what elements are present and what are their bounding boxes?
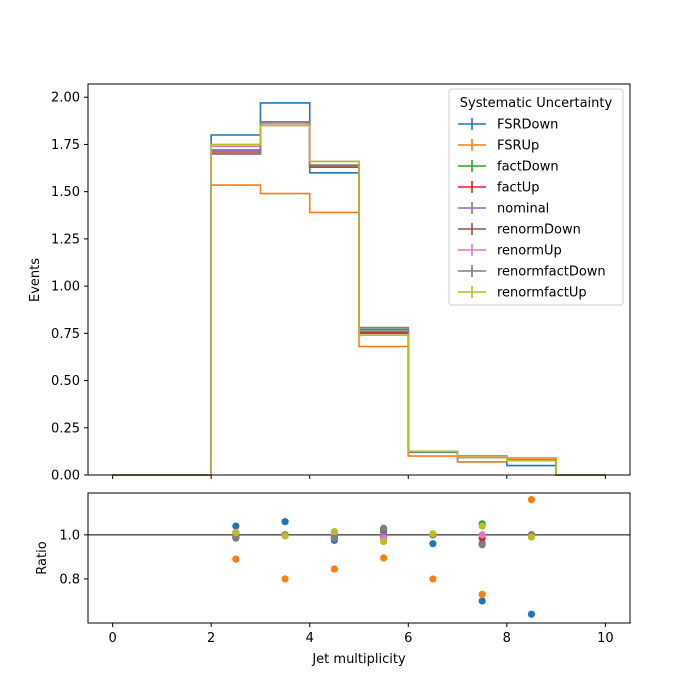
ratio-point-renormfactUp: [330, 527, 338, 536]
ratio-point-FSRUp: [281, 575, 289, 583]
ratio-point-renormfactUp: [232, 529, 240, 537]
ratio-point-FSRDown: [232, 522, 240, 530]
ratio-point-FSRUp: [330, 565, 338, 573]
ratio-point-renormfactUp: [380, 537, 388, 546]
top-x-ticks: [112, 475, 606, 479]
ratio-points-group: [232, 496, 536, 618]
bottom-panel: 0 2 4 6 8 10 0.8 1.0 Ratio Jet multiplicity: [35, 492, 631, 667]
legend-label-renormfactDown: renormfactDown: [497, 265, 606, 280]
legend-label-renormDown: renormDown: [497, 223, 581, 238]
bottom-y-axis-label: Ratio: [35, 541, 50, 574]
top-y-tick-label: 2.00: [51, 91, 80, 106]
legend: Systematic Uncertainty FSRDown FSRUp factD…: [448, 88, 624, 306]
ratio-point-FSRUp: [527, 496, 536, 504]
legend-label-FSRUp: FSRUp: [497, 139, 539, 154]
histogram-renormfactUp: [112, 124, 606, 476]
ratio-point-renormfactUp: [429, 530, 437, 538]
bottom-y-tick-label: 0.8: [59, 572, 80, 587]
top-y-tick-label: 0.00: [51, 469, 80, 484]
x-tick-label: 6: [404, 631, 412, 646]
bottom-y-tick-label: 1.0: [59, 528, 80, 543]
legend-label-nominal: nominal: [497, 202, 549, 217]
top-y-axis-label: Events: [28, 258, 43, 302]
ratio-point-renormfactUp: [281, 532, 289, 540]
ratio-point-FSRUp: [429, 575, 437, 583]
x-tick-label: 8: [503, 631, 511, 646]
ratio-point-FSRUp: [478, 590, 486, 598]
top-panel: 0.00 0.25 0.50 0.75 1.00 1.25 1.50 1.75 2.00 Eve…: [28, 83, 631, 484]
x-axis-label: Jet multiplicity: [311, 652, 406, 667]
legend-box: [448, 88, 624, 306]
ratio-point-renormUp: [478, 531, 486, 539]
legend-title: Systematic Uncertainty: [460, 96, 613, 111]
x-tick-label: 10: [597, 631, 614, 646]
ratio-point-renormfactUp: [478, 522, 486, 530]
top-y-tick-label: 1.50: [51, 185, 80, 200]
legend-label-FSRDown: FSRDown: [497, 118, 558, 133]
legend-label-factUp: factUp: [497, 181, 540, 196]
bottom-x-ticks: 0 2 4 6 8 10: [108, 623, 614, 646]
top-y-tick-label: 0.75: [51, 327, 80, 342]
legend-label-renormUp: renormUp: [497, 244, 562, 259]
top-y-ticks: 0.00 0.25 0.50 0.75 1.00 1.25 1.50 1.75 2.00: [51, 91, 88, 484]
top-y-tick-label: 0.50: [51, 374, 80, 389]
ratio-point-renormfactDown: [330, 534, 338, 542]
ratio-point-FSRDown: [281, 518, 289, 526]
ratio-point-FSRDown: [527, 610, 536, 618]
ratio-point-FSRUp: [232, 555, 240, 563]
x-tick-label: 2: [207, 631, 215, 646]
top-y-tick-label: 1.25: [51, 232, 80, 247]
legend-items: FSRDown FSRUp factDown factUp nominal renormD…: [458, 118, 606, 301]
ratio-point-renormfactDown: [232, 534, 240, 542]
top-y-tick-label: 1.75: [51, 138, 80, 153]
top-y-tick-label: 0.25: [51, 421, 80, 436]
top-panel-frame: [87, 83, 631, 476]
legend-label-factDown: factDown: [497, 160, 559, 175]
ratio-point-renormfactDown: [380, 524, 388, 532]
bottom-y-ticks: 0.8 1.0: [59, 528, 88, 587]
top-y-tick-label: 1.00: [51, 280, 80, 295]
x-tick-label: 4: [306, 631, 314, 646]
ratio-point-FSRDown: [478, 597, 486, 605]
ratio-point-FSRUp: [380, 554, 388, 562]
top-series-group: [112, 102, 606, 476]
x-tick-label: 0: [108, 631, 116, 646]
ratio-point-FSRDown: [429, 540, 437, 548]
bottom-panel-frame: [87, 492, 631, 624]
ratio-point-renormfactUp: [527, 533, 536, 541]
ratio-point-renormfactDown: [478, 541, 486, 549]
legend-label-renormfactUp: renormfactUp: [497, 286, 587, 301]
